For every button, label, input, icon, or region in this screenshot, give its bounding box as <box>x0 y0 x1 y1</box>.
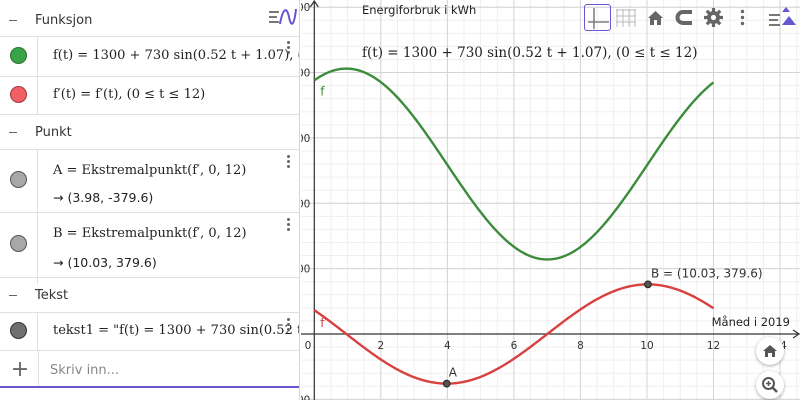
definition[interactable]: B = Ekstremalpunkt(f′, 0, 12) <box>53 226 247 241</box>
x-tick-label: 10 <box>640 340 653 352</box>
section-title: Tekst <box>35 288 69 303</box>
item-menu-icon[interactable] <box>285 218 291 231</box>
definition[interactable]: f(t) = 1300 + 730 sin(0.52 t + 1.07), (0… <box>53 48 299 63</box>
curve-label-fprime: f′ <box>320 316 327 330</box>
y-tick-label: 2500 <box>301 2 310 14</box>
visibility-toggle[interactable] <box>10 235 27 252</box>
graphics-style-toggle-button[interactable] <box>266 3 298 31</box>
grid-toggle-button[interactable] <box>613 4 640 31</box>
more-button[interactable] <box>729 4 756 31</box>
zoom-in-button[interactable] <box>756 371 784 399</box>
graphics-canvas[interactable]: 02468101214-5005001000150020002500 ff′ A… <box>301 0 800 400</box>
algebra-item-B[interactable]: B = Ekstremalpunkt(f′, 0, 12) → (10.03, … <box>0 212 299 284</box>
curve-label-f: f <box>320 84 325 98</box>
collapse-icon <box>9 132 17 133</box>
algebra-input[interactable] <box>50 359 285 381</box>
style-bar-button[interactable] <box>766 4 798 31</box>
graphics-view[interactable]: 02468101214-5005001000150020002500 ff′ A… <box>301 0 800 400</box>
collapse-icon <box>9 295 17 296</box>
home-icon <box>763 345 777 357</box>
algebra-view: Funksjon f(t) = 1300 + 730 sin(0.52 t + … <box>0 0 300 400</box>
axes-toggle-icon <box>588 8 609 29</box>
x-tick-label: 4 <box>444 340 451 352</box>
point-B[interactable] <box>644 280 652 289</box>
home-view-button[interactable] <box>756 337 784 365</box>
curve-f[interactable] <box>313 67 715 261</box>
point-capturing-button[interactable] <box>671 4 698 31</box>
visibility-toggle[interactable] <box>10 86 27 103</box>
settings-button[interactable] <box>700 4 727 31</box>
y-axis-arrow <box>309 0 319 8</box>
collapse-icon <box>9 19 17 21</box>
gear-icon <box>704 8 723 27</box>
definition[interactable]: A = Ekstremalpunkt(f′, 0, 12) <box>53 163 247 178</box>
y-tick-label: -500 <box>301 394 310 400</box>
y-tick-label: 1000 <box>301 198 310 210</box>
text-object-tekst1[interactable]: f(t) = 1300 + 730 sin(0.52 t + 1.07), (0… <box>362 45 697 61</box>
algebra-item-fprime[interactable]: f′(t) = f′(t), (0 ≤ t ≤ 12) <box>0 76 299 114</box>
item-menu-icon[interactable] <box>285 155 291 168</box>
input-bar[interactable]: + <box>0 350 299 388</box>
y-axis-label: Energiforbruk i kWh <box>362 3 476 17</box>
x-tick-label: 12 <box>707 340 720 352</box>
section-header-tekst[interactable]: Tekst <box>0 277 299 313</box>
algebra-item-A[interactable]: A = Ekstremalpunkt(f′, 0, 12) → (3.98, -… <box>0 149 299 212</box>
point-label-A: A <box>449 366 458 380</box>
section-title: Punkt <box>35 125 72 140</box>
x-tick-label: 8 <box>577 340 584 352</box>
section-header-funksjon[interactable]: Funksjon <box>0 2 299 38</box>
style-bar-icon <box>769 7 796 26</box>
zoom-in-icon <box>762 377 778 393</box>
graph-style-icon <box>269 8 297 25</box>
point-A[interactable] <box>442 379 451 388</box>
point-label-B: B = (10.03, 379.6) <box>651 266 763 280</box>
item-menu-icon[interactable] <box>285 318 291 331</box>
section-header-punkt[interactable]: Punkt <box>0 114 299 150</box>
definition[interactable]: f′(t) = f′(t), (0 ≤ t ≤ 12) <box>53 87 206 102</box>
standard-view-button[interactable] <box>642 4 669 31</box>
item-menu-icon[interactable] <box>285 41 291 54</box>
y-tick-label: 500 <box>301 264 310 276</box>
visibility-toggle[interactable] <box>10 171 27 188</box>
algebra-item-f[interactable]: f(t) = 1300 + 730 sin(0.52 t + 1.07), (0… <box>0 36 299 76</box>
algebra-item-tekst1[interactable]: tekst1 = "f(t) = 1300 + 730 sin(0.52 t +… <box>0 312 299 350</box>
grid-toggle-icon <box>616 9 636 27</box>
magnet-icon <box>675 10 692 25</box>
more-icon <box>740 9 745 26</box>
x-tick-label: 2 <box>377 340 384 352</box>
visibility-toggle[interactable] <box>10 47 27 64</box>
x-tick-label: 0 <box>305 340 312 352</box>
visibility-toggle[interactable] <box>10 322 27 339</box>
home-icon <box>648 11 663 25</box>
section-title: Funksjon <box>35 12 93 28</box>
definition[interactable]: tekst1 = "f(t) = 1300 + 730 sin(0.52 t +… <box>53 323 299 338</box>
x-tick-label: 6 <box>511 340 518 352</box>
axes-toggle-button[interactable] <box>584 4 611 31</box>
x-axis-label: Måned i 2019 <box>712 315 790 329</box>
result-value: → (3.98, -379.6) <box>53 190 154 205</box>
result-value: → (10.03, 379.6) <box>53 255 157 270</box>
x-axis-arrow <box>792 329 800 339</box>
y-tick-label: 1500 <box>301 133 310 145</box>
add-icon[interactable]: + <box>10 357 30 382</box>
